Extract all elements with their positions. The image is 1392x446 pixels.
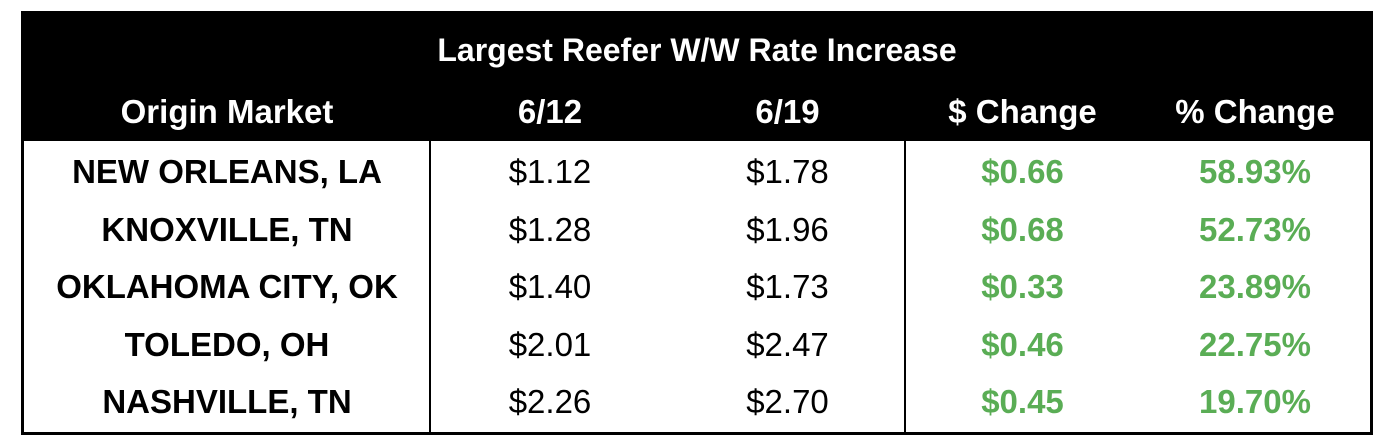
change-cell: 23.89%: [1199, 268, 1311, 305]
change-cell: $0.33: [981, 268, 1064, 305]
change-cell: $0.68: [981, 210, 1064, 248]
change-cell: 19.70%: [1199, 383, 1311, 420]
column-header: 6/12: [517, 93, 583, 130]
column-header: $ Change: [948, 93, 1097, 130]
rate-cell: $1.12: [508, 153, 592, 190]
change-cell: $0.66: [981, 153, 1064, 190]
rate-cell: $1.73: [746, 268, 829, 305]
column-header: Origin Market: [120, 93, 334, 130]
column-divider: [904, 140, 906, 432]
market-cell: OKLAHOMA CITY, OK: [56, 268, 398, 305]
header-band: [21, 11, 1373, 141]
rate-cell: $2.26: [508, 383, 592, 420]
change-cell: 52.73%: [1199, 210, 1311, 248]
rate-cell: $2.01: [508, 325, 592, 363]
column-divider: [429, 140, 431, 432]
change-cell: $0.46: [981, 325, 1064, 363]
rate-cell: $1.40: [508, 268, 592, 305]
rate-cell: $1.78: [746, 153, 829, 190]
market-cell: TOLEDO, OH: [124, 325, 330, 363]
table-title: Largest Reefer W/W Rate Increase: [437, 32, 957, 68]
rate-cell: $1.28: [508, 210, 592, 248]
market-cell: KNOXVILLE, TN: [101, 210, 353, 248]
change-cell: 22.75%: [1199, 325, 1311, 363]
rate-cell: $2.70: [746, 383, 829, 420]
market-cell: NASHVILLE, TN: [102, 383, 352, 420]
market-cell: NEW ORLEANS, LA: [72, 153, 382, 190]
column-header: 6/19: [755, 93, 820, 130]
rate-cell: $1.96: [746, 210, 829, 248]
rate-cell: $2.47: [746, 325, 829, 363]
column-header: % Change: [1175, 93, 1335, 130]
table-border: [21, 11, 1373, 435]
change-cell: $0.45: [981, 383, 1064, 420]
change-cell: 58.93%: [1199, 153, 1311, 190]
